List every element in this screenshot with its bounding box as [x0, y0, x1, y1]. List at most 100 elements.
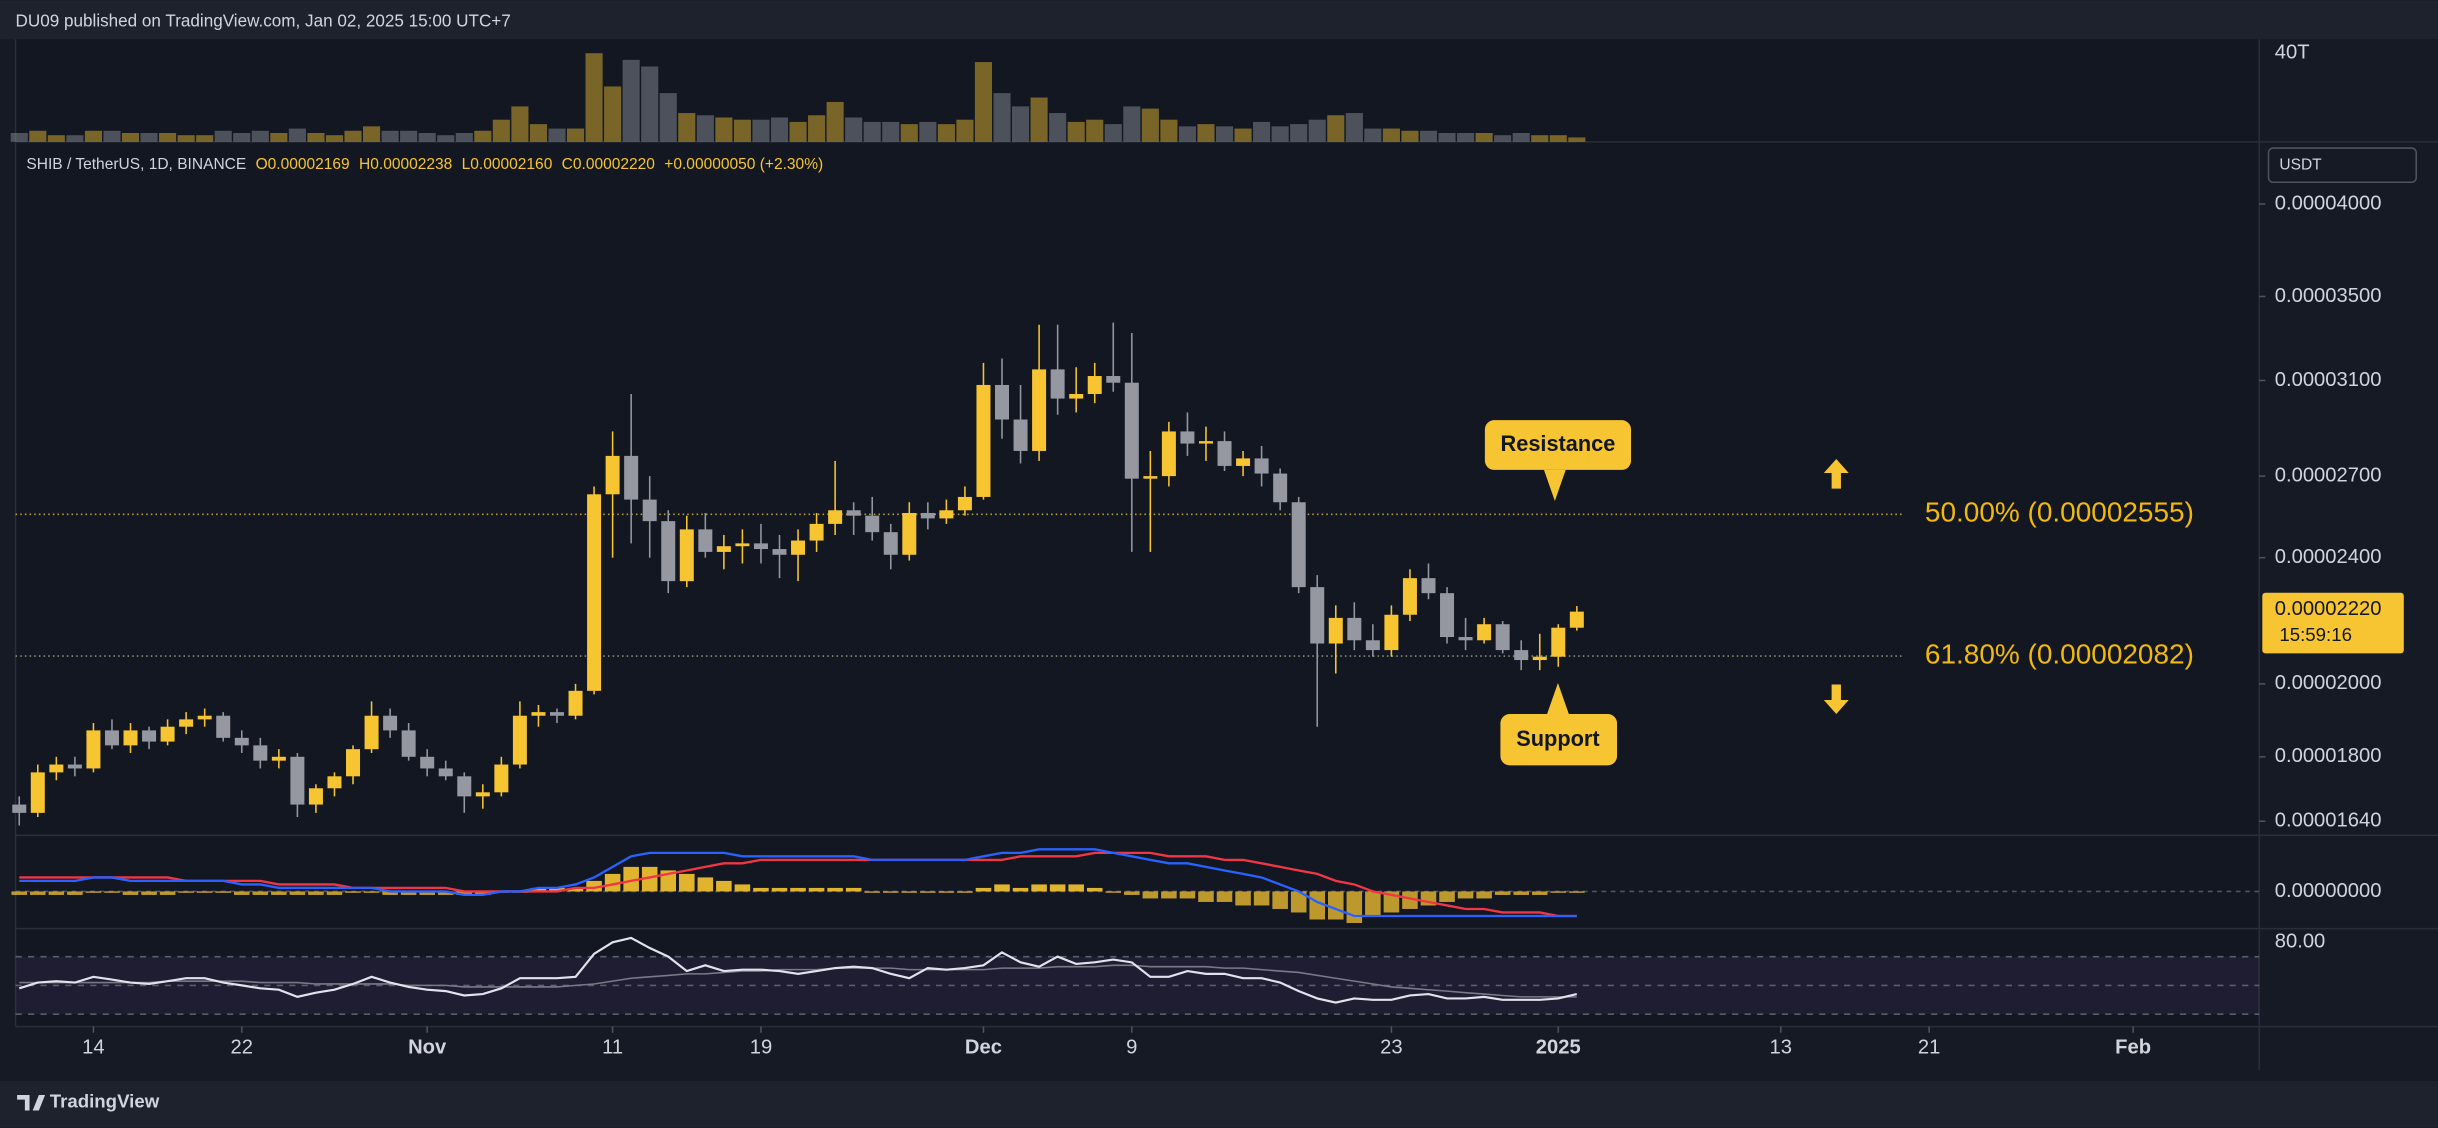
volume-bar: [288, 128, 306, 142]
macd-histogram-bar: [1476, 891, 1492, 899]
volume-bar: [622, 59, 640, 142]
candle-body: [1291, 502, 1306, 588]
macd-histogram-bar: [1309, 891, 1326, 920]
macd-histogram-bar: [104, 891, 120, 893]
candle-body: [957, 496, 972, 511]
macd-histogram-bar: [1272, 891, 1288, 909]
candle-body: [661, 521, 676, 582]
volume-bar: [752, 119, 770, 142]
macd-histogram-bar: [1235, 891, 1251, 906]
macd-histogram-bar: [1068, 884, 1084, 892]
macd-histogram-bar: [1049, 884, 1066, 892]
volume-bar: [1364, 128, 1382, 142]
callout-text: Support: [1516, 726, 1599, 751]
y-tick-label: 0.00002400: [2275, 546, 2382, 568]
volume-bar: [325, 135, 344, 142]
macd-histogram-bar: [1031, 884, 1047, 892]
volume-bar: [1160, 119, 1178, 142]
volume-bar: [548, 128, 566, 142]
fib-label: 61.80% (0.00002082): [1925, 638, 2194, 669]
y-tick-label: 0.00002700: [2275, 464, 2382, 486]
volume-bar: [84, 130, 102, 142]
candle-body: [494, 764, 509, 793]
candle-body: [679, 529, 694, 582]
candle-body: [642, 499, 657, 522]
macd-histogram-bar: [1531, 891, 1548, 895]
x-tick-label: Nov: [408, 1037, 447, 1059]
volume-bar: [1512, 132, 1530, 142]
candle-body: [1087, 376, 1102, 395]
candle-body: [995, 384, 1010, 420]
rsi-ma-line: [19, 964, 1577, 998]
candle-body: [290, 756, 305, 805]
macd-histogram-bar: [808, 887, 825, 892]
macd-histogram-bar: [1161, 891, 1177, 899]
up-arrow: [1823, 459, 1849, 489]
macd-histogram-bar: [1216, 891, 1233, 902]
candle-body: [401, 730, 416, 757]
macd-histogram-bar: [326, 891, 343, 895]
callout-text: Resistance: [1501, 431, 1616, 456]
macd-histogram-bar: [753, 887, 769, 892]
volume-bar: [678, 113, 696, 142]
candle-body: [549, 712, 564, 716]
volume-bar: [529, 124, 547, 142]
macd-histogram-bar: [271, 891, 287, 895]
candle-body: [735, 543, 750, 547]
candle-body: [1551, 627, 1566, 657]
candle-body: [865, 515, 880, 533]
candle-body: [123, 730, 138, 746]
candle-body: [920, 512, 935, 519]
volume-bar: [845, 117, 863, 142]
macd-histogram-bar: [1198, 891, 1214, 902]
volume-bar: [585, 53, 603, 142]
volume-bar: [1401, 130, 1419, 142]
candle-body: [624, 455, 639, 500]
macd-histogram-bar: [586, 880, 602, 892]
volume-bar: [363, 126, 381, 142]
macd-histogram-bar: [938, 891, 955, 893]
volume-bar: [492, 119, 510, 142]
volume-bar: [1531, 135, 1549, 142]
legend-item: C0.00002220: [562, 156, 656, 173]
macd-histogram-bar: [1494, 891, 1511, 895]
volume-bar: [103, 130, 121, 142]
volume-bar: [696, 115, 714, 142]
macd-histogram-bar: [1012, 887, 1029, 892]
macd-histogram-bar: [419, 891, 435, 895]
currency-box[interactable]: [2267, 147, 2418, 184]
candle-body: [1013, 419, 1028, 451]
macd-histogram-bar: [641, 866, 658, 892]
volume-bar: [1253, 121, 1271, 142]
volume-bar: [1308, 119, 1326, 142]
countdown: 15:59:16: [2279, 624, 2352, 645]
volume-bar: [900, 124, 918, 142]
macd-line: [19, 848, 1577, 918]
candle-body: [1217, 441, 1232, 466]
volume-bar: [826, 101, 844, 142]
brand: TradingView: [50, 1091, 160, 1112]
volume-bar: [993, 93, 1011, 142]
macd-histogram-bar: [604, 873, 621, 892]
symbol: SHIB / TetherUS, 1D, BINANCE: [26, 156, 246, 173]
volume-bar: [770, 117, 789, 142]
x-tick-label: 11: [602, 1037, 623, 1059]
candle-body: [1069, 394, 1084, 399]
candle-body: [753, 543, 768, 550]
candle-body: [160, 726, 175, 742]
volume-bar: [1234, 128, 1252, 142]
candle-body: [346, 749, 361, 777]
macd-histogram-bar: [400, 891, 417, 895]
volume-bar: [733, 119, 751, 142]
volume-bar: [437, 135, 455, 142]
macd-histogram-bar: [530, 887, 547, 892]
macd-histogram-bar: [790, 887, 806, 892]
candle-body: [67, 764, 82, 769]
candle-body: [234, 737, 249, 746]
macd-histogram-bar: [1439, 891, 1455, 902]
candle-body: [772, 549, 787, 555]
candle-body: [49, 764, 64, 773]
volume-bar: [10, 132, 28, 142]
candle-body: [1180, 431, 1195, 444]
